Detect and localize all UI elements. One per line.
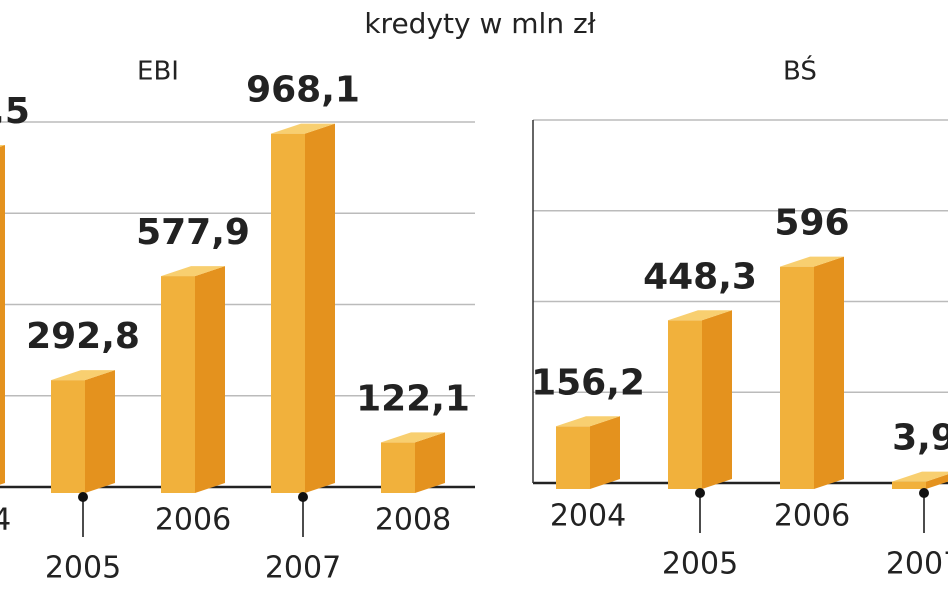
bar-top xyxy=(0,145,5,147)
bar xyxy=(51,380,85,493)
bar xyxy=(271,133,305,493)
x-tick-label: 2006 xyxy=(774,499,850,534)
bar xyxy=(381,442,415,493)
panel-title: BŚ xyxy=(783,55,817,87)
value-label: 3,9 xyxy=(892,418,948,459)
bar-top xyxy=(892,471,948,482)
value-label: 596 xyxy=(774,203,849,244)
bar-top xyxy=(381,432,445,443)
bar-side xyxy=(0,145,5,485)
bar xyxy=(556,426,590,489)
bar-side xyxy=(702,310,732,489)
bar-side xyxy=(195,266,225,493)
bar xyxy=(780,266,814,489)
bar-top xyxy=(161,266,225,277)
x-tick-label: 2007 xyxy=(265,551,341,586)
bar-top xyxy=(780,256,844,267)
panel-title: EBI xyxy=(137,57,179,87)
value-label: 909,5 xyxy=(0,91,30,132)
bar-side xyxy=(415,432,445,493)
bar-side xyxy=(590,416,620,489)
x-tick-label: 2005 xyxy=(45,551,121,586)
bar xyxy=(668,320,702,489)
bar-top xyxy=(556,416,620,427)
bar-side xyxy=(814,256,844,489)
bar-side xyxy=(926,474,948,489)
x-tick-label: 2006 xyxy=(155,503,231,538)
x-tick-label: 2004 xyxy=(550,499,626,534)
value-label: 122,1 xyxy=(356,378,470,419)
bar-side xyxy=(85,370,115,493)
bar xyxy=(892,481,926,489)
value-label: 448,3 xyxy=(643,256,757,297)
value-label: 968,1 xyxy=(246,70,360,111)
bar xyxy=(161,276,195,493)
chart-title: kredyty w mln zł xyxy=(364,7,595,40)
value-label: 156,2 xyxy=(531,362,645,403)
bar-top xyxy=(668,310,732,321)
bar-side xyxy=(305,123,335,494)
value-label: 577,9 xyxy=(136,212,250,253)
x-tick-label: 2008 xyxy=(375,503,451,538)
x-tick-label: 2005 xyxy=(662,547,738,582)
bar-top xyxy=(51,370,115,381)
x-tick-label: 2007 xyxy=(886,547,948,582)
value-label: 292,8 xyxy=(26,316,140,357)
x-tick-label: 2004 xyxy=(0,503,11,538)
bar-top xyxy=(271,123,335,134)
